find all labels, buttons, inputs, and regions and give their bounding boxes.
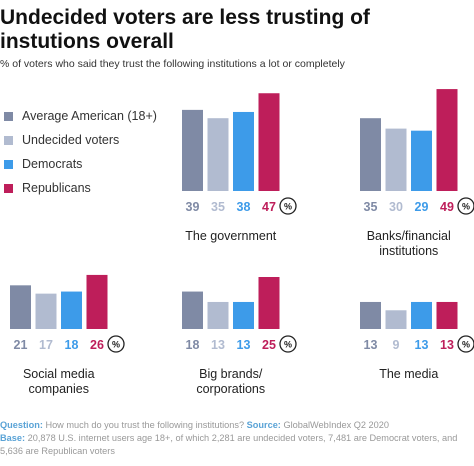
bar-the-government-undecided-voters — [207, 118, 229, 191]
value-label-big-brands-corporations-undecided-voters: 13 — [211, 338, 225, 352]
bar-the-government-republicans — [258, 93, 280, 191]
value-label-the-media-average-american-18: 13 — [364, 338, 378, 352]
percent-symbol: % — [112, 340, 120, 350]
base-text: 20,878 U.S. internet users age 18+, of w… — [0, 433, 458, 456]
value-label-the-government-republicans: 47 — [262, 200, 276, 214]
value-label-banks-financial-institutions-average-american-18: 35 — [364, 200, 378, 214]
category-label-the-media: The media — [379, 367, 438, 381]
bar-big-brands-corporations-average-american-18 — [182, 291, 203, 329]
legend-item-republicans: Republicans — [4, 176, 157, 200]
question-text: How much do you trust the following inst… — [45, 420, 245, 430]
bar-big-brands-corporations-democrats — [233, 301, 254, 329]
bar-banks-financial-institutions-undecided-voters — [385, 128, 407, 191]
source-label: Source: — [246, 420, 281, 430]
legend-swatch-democrats — [4, 159, 13, 169]
percent-symbol: % — [284, 202, 292, 212]
bar-social-media-companies-average-american-18 — [10, 285, 31, 329]
value-label-social-media-companies-republicans: 26 — [90, 338, 104, 352]
percent-badge: % — [457, 197, 474, 215]
percent-symbol: % — [284, 340, 292, 350]
panel-the-government: 39 35 38 47 % The government — [182, 93, 297, 243]
value-label-big-brands-corporations-average-american-18: 18 — [186, 338, 200, 352]
legend-item-average: Average American (18+) — [4, 104, 157, 128]
panel-the-media: 13 9 13 13 % The media — [360, 301, 474, 381]
bar-banks-financial-institutions-republicans — [436, 89, 458, 191]
category-label-the-government: The government — [185, 229, 277, 243]
legend-swatch-republicans — [4, 183, 13, 193]
category-label-social-media-companies: Social media companies — [23, 367, 95, 396]
source-text: GlobalWebIndex Q2 2020 — [283, 420, 389, 430]
panel-banks-financial-institutions: 35 30 29 49 % Banks/financial institutions — [360, 89, 474, 258]
value-label-the-media-undecided-voters: 9 — [393, 338, 400, 352]
value-label-banks-financial-institutions-undecided-voters: 30 — [389, 200, 403, 214]
value-label-social-media-companies-average-american-18: 21 — [14, 338, 28, 352]
percent-badge: % — [279, 335, 297, 353]
legend-label-republicans: Republicans — [22, 181, 91, 195]
category-label-big-brands-corporations: Big brands/corporations — [196, 367, 265, 396]
bar-big-brands-corporations-republicans — [258, 277, 280, 329]
legend-item-democrats: Democrats — [4, 152, 157, 176]
bar-banks-financial-institutions-democrats — [411, 130, 432, 191]
legend-label-average: Average American (18+) — [22, 109, 157, 123]
base-label: Base: — [0, 433, 26, 443]
percent-badge: % — [279, 197, 297, 215]
question-label: Question: — [0, 420, 43, 430]
value-label-the-government-average-american-18: 39 — [186, 200, 200, 214]
value-label-social-media-companies-democrats: 18 — [65, 338, 79, 352]
chart-title: Undecided voters are less trusting of in… — [0, 6, 370, 53]
legend-label-undecided: Undecided voters — [22, 133, 120, 147]
category-label-banks-financial-institutions: Banks/financial institutions — [367, 229, 451, 258]
value-label-the-government-democrats: 38 — [237, 200, 251, 214]
legend: Average American (18+) Undecided voters … — [4, 104, 157, 200]
bar-the-media-undecided-voters — [385, 310, 407, 329]
bar-big-brands-corporations-undecided-voters — [207, 301, 229, 329]
panel-big-brands-corporations: 18 13 13 25 % Big brands/corporations — [182, 277, 297, 396]
legend-swatch-average — [4, 111, 13, 121]
bar-social-media-companies-democrats — [61, 291, 82, 329]
value-label-banks-financial-institutions-democrats: 29 — [415, 200, 429, 214]
footer-question: Question: How much do you trust the foll… — [0, 419, 474, 432]
bar-social-media-companies-undecided-voters — [35, 293, 57, 329]
value-label-the-government-undecided-voters: 35 — [211, 200, 225, 214]
value-label-the-media-republicans: 13 — [440, 338, 454, 352]
percent-symbol: % — [462, 202, 470, 212]
value-label-big-brands-corporations-democrats: 13 — [237, 338, 251, 352]
bar-the-government-democrats — [233, 111, 254, 191]
value-label-big-brands-corporations-republicans: 25 — [262, 338, 276, 352]
bar-banks-financial-institutions-average-american-18 — [360, 118, 381, 191]
bar-the-media-average-american-18 — [360, 301, 381, 329]
bar-the-media-democrats — [411, 301, 432, 329]
legend-label-democrats: Democrats — [22, 157, 83, 171]
bar-the-government-average-american-18 — [182, 109, 203, 191]
chart-subtitle: % of voters who said they trust the foll… — [0, 58, 345, 70]
bar-social-media-companies-republicans — [86, 274, 108, 329]
panel-social-media-companies: 21 17 18 26 % Social media companies — [10, 274, 125, 396]
percent-badge: % — [457, 335, 474, 353]
legend-swatch-undecided — [4, 135, 13, 145]
footer-base: Base: 20,878 U.S. internet users age 18+… — [0, 432, 474, 458]
value-label-the-media-democrats: 13 — [415, 338, 429, 352]
percent-symbol: % — [462, 340, 470, 350]
value-label-banks-financial-institutions-republicans: 49 — [440, 200, 454, 214]
legend-item-undecided: Undecided voters — [4, 128, 157, 152]
percent-badge: % — [107, 335, 125, 353]
value-label-social-media-companies-undecided-voters: 17 — [39, 338, 53, 352]
bar-the-media-republicans — [436, 301, 458, 329]
footer-notes: Question: How much do you trust the foll… — [0, 419, 474, 458]
